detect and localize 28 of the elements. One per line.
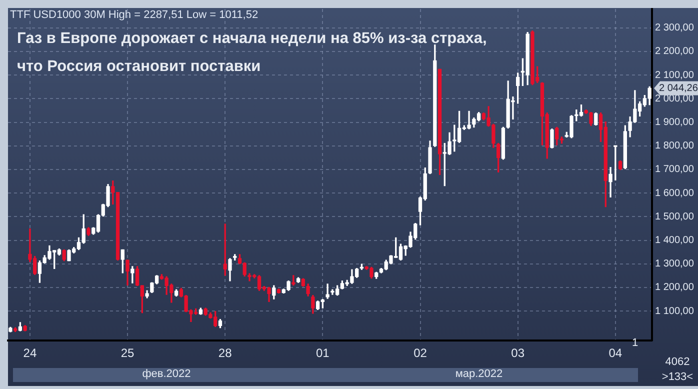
annotation: 1: [632, 337, 638, 349]
text: мар.2022: [454, 368, 504, 380]
x-tick-label: 02: [414, 346, 428, 360]
y-tick-label: 1 200,00: [655, 282, 694, 294]
text: >133<: [660, 371, 694, 383]
chart-subtitle: TTF USD1000 30M High = 2287,51 Low = 1011,52: [10, 9, 258, 21]
x-tick-label: 04: [608, 346, 622, 360]
y-tick-label: 1 600,00: [655, 188, 694, 199]
x-tick-label: 01: [316, 346, 330, 360]
text: 4062: [664, 356, 691, 368]
y-tick-label: 2 300,00: [655, 22, 694, 34]
y-tick-label: 1 100,00: [655, 306, 694, 317]
y-tick-label: 1 300,00: [655, 258, 694, 270]
y-tick-label: 1 800,00: [655, 140, 694, 152]
y-tick-label: 2 200,00: [655, 46, 694, 58]
candlestick: [326, 284, 330, 299]
y-tick-label: 2 100,00: [655, 70, 694, 81]
text: 2 044,26: [659, 82, 698, 94]
y-tick-label: 1 900,00: [655, 117, 694, 128]
x-tick-label: 25: [120, 346, 135, 360]
x-tick-label: 24: [23, 346, 37, 360]
x-tick-label: 28: [218, 346, 232, 360]
y-tick-label: 1 400,00: [655, 235, 694, 246]
text: Газ в Европе дорожает с начала недели на 85% из-за страха, что Россия остановит поставки: [17, 29, 488, 77]
text: фев.2022: [141, 368, 192, 380]
y-tick-label: 1 700,00: [655, 164, 694, 176]
x-tick-label: 03: [511, 346, 525, 360]
y-tick-label: 1 500,00: [655, 211, 694, 222]
